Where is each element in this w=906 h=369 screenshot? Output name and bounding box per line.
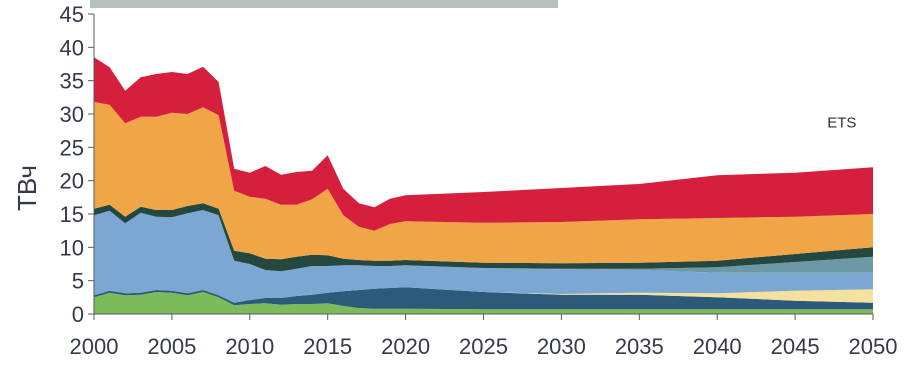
y-tick-label: 10 (60, 235, 84, 260)
y-tick-label: 45 (60, 2, 84, 27)
area-series-2 (94, 287, 873, 310)
area-series-6 (94, 203, 873, 272)
y-tick-group: 0 5 10 15 20 25 30 35 40 45 (60, 2, 94, 327)
area-series-5 (94, 210, 873, 273)
annotation-label: ETS (827, 114, 856, 131)
x-tick-label: 2020 (381, 334, 430, 359)
area-series-4 (94, 210, 873, 303)
x-tick-label: 2025 (459, 334, 508, 359)
x-tick-label: 2040 (693, 334, 742, 359)
area-series-1 (94, 292, 873, 314)
y-tick-label: 35 (60, 69, 84, 94)
x-tick-label: 2005 (147, 334, 196, 359)
x-tick-label: 2015 (303, 334, 352, 359)
y-tick-label: 15 (60, 202, 84, 227)
area-series-3 (94, 287, 873, 303)
x-tick-label: 2000 (70, 334, 119, 359)
x-tick-label: 2045 (771, 334, 820, 359)
area-series-7 (94, 102, 873, 264)
y-axis-label: ТВч (12, 165, 42, 211)
y-tick-label: 40 (60, 35, 84, 60)
x-tick-label: 2050 (849, 334, 898, 359)
y-tick-label: 25 (60, 135, 84, 160)
area-series-group (94, 57, 873, 314)
y-tick-label: 30 (60, 102, 84, 127)
y-tick-label: 20 (60, 169, 84, 194)
x-tick-label: 2030 (537, 334, 586, 359)
y-tick-label: 0 (72, 302, 84, 327)
y-tick-label: 5 (72, 269, 84, 294)
x-tick-label: 2010 (225, 334, 274, 359)
area-series-8 (94, 57, 873, 231)
x-tick-label: 2035 (615, 334, 664, 359)
header-bar (90, 0, 558, 8)
x-tick-group: 2000 2005 2010 2015 2020 2025 2030 2035 2040 2045… (70, 314, 898, 359)
